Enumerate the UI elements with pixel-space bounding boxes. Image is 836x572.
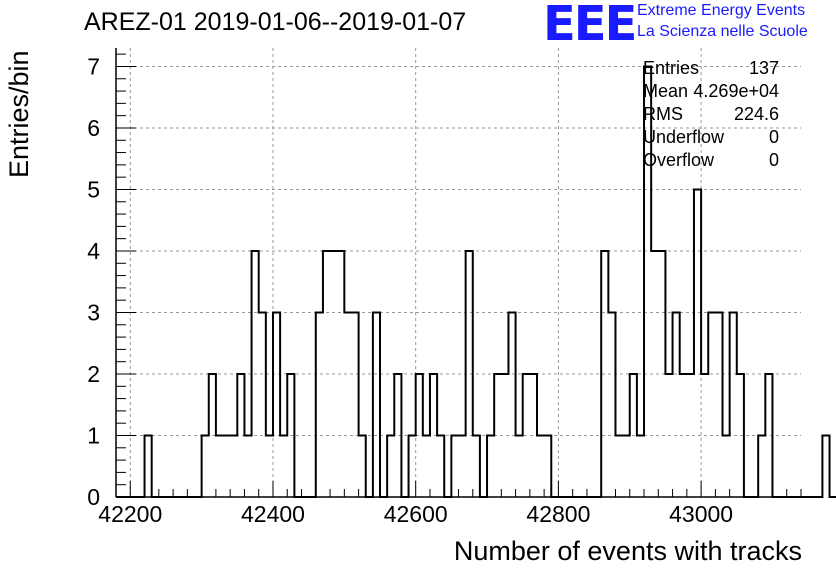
histogram-bin bbox=[202, 435, 209, 497]
stats-key: RMS bbox=[643, 104, 683, 124]
histogram-bin bbox=[473, 435, 480, 497]
stats-row-underflow: Underflow 0 bbox=[643, 127, 779, 149]
histogram-bin bbox=[822, 435, 829, 497]
stats-value: 4.269e+04 bbox=[693, 81, 779, 101]
histogram-bin bbox=[359, 435, 366, 497]
stats-row-entries: Entries 137 bbox=[643, 58, 779, 80]
x-tick-label: 43000 bbox=[669, 501, 733, 527]
y-tick-label: 3 bbox=[87, 299, 100, 325]
histogram-bin bbox=[459, 435, 466, 497]
x-tick-label: 42600 bbox=[384, 501, 448, 527]
y-tick-label: 2 bbox=[87, 361, 100, 387]
stats-value: 0 bbox=[768, 127, 779, 147]
x-tick-label: 42400 bbox=[241, 501, 305, 527]
chart-title: AREZ-01 2019-01-06--2019-01-07 bbox=[84, 8, 467, 36]
histogram-bin bbox=[615, 435, 622, 497]
histogram-bin bbox=[637, 435, 644, 497]
logo-line-1: Extreme Energy Events bbox=[637, 2, 806, 19]
histogram-bin bbox=[351, 312, 358, 497]
y-tick-label: 4 bbox=[87, 238, 100, 264]
y-tick-label: 5 bbox=[87, 176, 100, 202]
stats-row-rms: RMS 224.6 bbox=[643, 104, 779, 126]
histogram-bin bbox=[708, 312, 715, 497]
histogram-bin bbox=[451, 435, 458, 497]
histogram-bin bbox=[516, 435, 523, 497]
logo-line-2: La Scienza nelle Scuole bbox=[637, 23, 808, 40]
histogram-bin bbox=[244, 435, 251, 497]
y-tick-label: 0 bbox=[87, 484, 100, 510]
y-axis-label: Entries/bin bbox=[4, 50, 34, 178]
histogram-bin bbox=[537, 435, 544, 497]
histogram-bin bbox=[316, 312, 323, 497]
histogram-bin bbox=[223, 435, 230, 497]
x-tick-label: 42200 bbox=[98, 501, 162, 527]
histogram-bin bbox=[280, 435, 287, 497]
eee-logo: EEE bbox=[543, 0, 637, 52]
stats-key: Underflow bbox=[643, 127, 725, 147]
x-axis-label: Number of events with tracks bbox=[453, 536, 802, 566]
histogram-bin bbox=[259, 312, 266, 497]
axis-ticks: 42200 42400 42600 42800 43000 0 1 2 3 4 5 6 7 bbox=[87, 53, 802, 527]
histogram-bin bbox=[487, 435, 494, 497]
x-tick-label: 42800 bbox=[526, 501, 590, 527]
stats-key: Overflow bbox=[643, 150, 715, 170]
histogram-outline bbox=[116, 65, 836, 498]
stats-value: 224.6 bbox=[733, 104, 779, 124]
y-tick-label: 6 bbox=[87, 115, 100, 141]
stats-value: 137 bbox=[748, 58, 779, 78]
histogram-bin bbox=[758, 435, 765, 497]
histogram-bin bbox=[730, 312, 737, 497]
histogram-bin bbox=[145, 435, 152, 497]
histogram-bin bbox=[273, 312, 280, 497]
histogram-bin bbox=[266, 435, 273, 497]
stats-key: Entries bbox=[643, 58, 700, 78]
histogram-bin bbox=[694, 189, 701, 497]
y-tick-label: 7 bbox=[87, 53, 100, 79]
histogram-bin bbox=[673, 312, 680, 497]
histogram-bin bbox=[216, 435, 223, 497]
histogram-bin bbox=[544, 435, 551, 497]
stats-key: Mean bbox=[643, 81, 689, 101]
histogram-bin bbox=[387, 435, 394, 497]
stats-row-overflow: Overflow 0 bbox=[643, 150, 779, 172]
histogram-bars bbox=[116, 65, 836, 498]
histogram-bin bbox=[344, 312, 351, 497]
stats-value: 0 bbox=[768, 150, 779, 170]
stats-row-mean: Mean 4.269e+04 bbox=[643, 81, 779, 103]
histogram-bin bbox=[230, 435, 237, 497]
histogram-bin bbox=[715, 312, 722, 497]
histogram-bin bbox=[409, 435, 416, 497]
histogram-bin bbox=[608, 312, 615, 497]
histogram-bin bbox=[373, 312, 380, 497]
histogram-bin bbox=[423, 435, 430, 497]
histogram-bin bbox=[508, 312, 515, 497]
histogram-bin bbox=[623, 435, 630, 497]
histogram-bin bbox=[437, 435, 444, 497]
histogram-bin bbox=[723, 435, 730, 497]
y-tick-label: 1 bbox=[87, 422, 100, 448]
